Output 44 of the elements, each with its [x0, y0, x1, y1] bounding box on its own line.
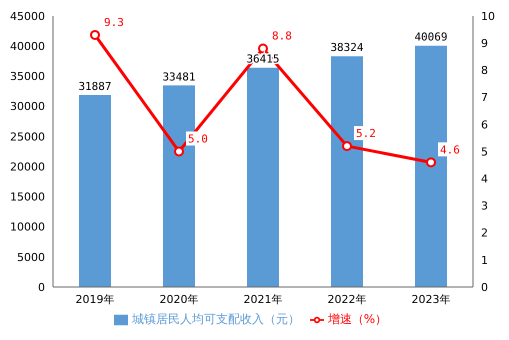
y2-tick-label: 5 — [481, 145, 488, 158]
y-tick-label: 15000 — [10, 190, 45, 204]
legend-label: 增速（%） — [328, 312, 388, 326]
x-tick-label: 2019年 — [76, 292, 114, 306]
y-tick-label: 0 — [38, 280, 45, 294]
data-label: 5.0 — [188, 132, 208, 146]
data-label: 33481 — [162, 70, 196, 84]
data-label: 5.2 — [356, 127, 376, 140]
y-tick-label: 25000 — [10, 130, 45, 144]
x-tick-label: 2023年 — [412, 292, 450, 306]
point — [90, 30, 100, 40]
y-tick-label: 5000 — [17, 250, 45, 264]
y2-tick-label: 9 — [481, 37, 488, 50]
y2-tick-label: 3 — [481, 200, 488, 213]
data-label: 38324 — [330, 41, 364, 54]
y-tick-label: 10000 — [10, 220, 45, 234]
data-label: 31887 — [78, 80, 112, 93]
point — [342, 141, 352, 152]
y2-tick-label: 4 — [481, 172, 488, 186]
point — [174, 146, 184, 156]
y-tick-label: 35000 — [10, 70, 45, 84]
y-tick-label: 20000 — [10, 160, 45, 174]
y-tick-label: 40000 — [10, 40, 45, 54]
data-label: 40069 — [414, 30, 448, 44]
x-tick-label: 2022年 — [328, 292, 366, 306]
x-tick-label: 2020年 — [160, 292, 198, 306]
y2-tick-label: 7 — [481, 91, 488, 104]
y2-tick-label: 8 — [481, 64, 488, 78]
bar — [79, 94, 111, 287]
data-label: 8.8 — [272, 30, 292, 43]
point — [258, 44, 268, 54]
y-tick-label: 30000 — [10, 100, 45, 114]
y2-tick-label: 1 — [481, 254, 488, 267]
x-tick-label: 2021年 — [244, 292, 282, 306]
point — [426, 157, 436, 168]
bar — [247, 68, 279, 287]
y2-tick-label: 10 — [481, 10, 495, 23]
y2-tick-label: 6 — [481, 118, 488, 132]
data-label: 4.6 — [440, 143, 460, 156]
y2-tick-label: 2 — [481, 226, 488, 240]
y-tick-label: 45000 — [10, 10, 45, 23]
y2-tick-label: 0 — [481, 280, 488, 294]
legend-label: 城镇居民人均可支配收入（元） — [132, 312, 300, 326]
data-label: 9.3 — [104, 16, 124, 29]
